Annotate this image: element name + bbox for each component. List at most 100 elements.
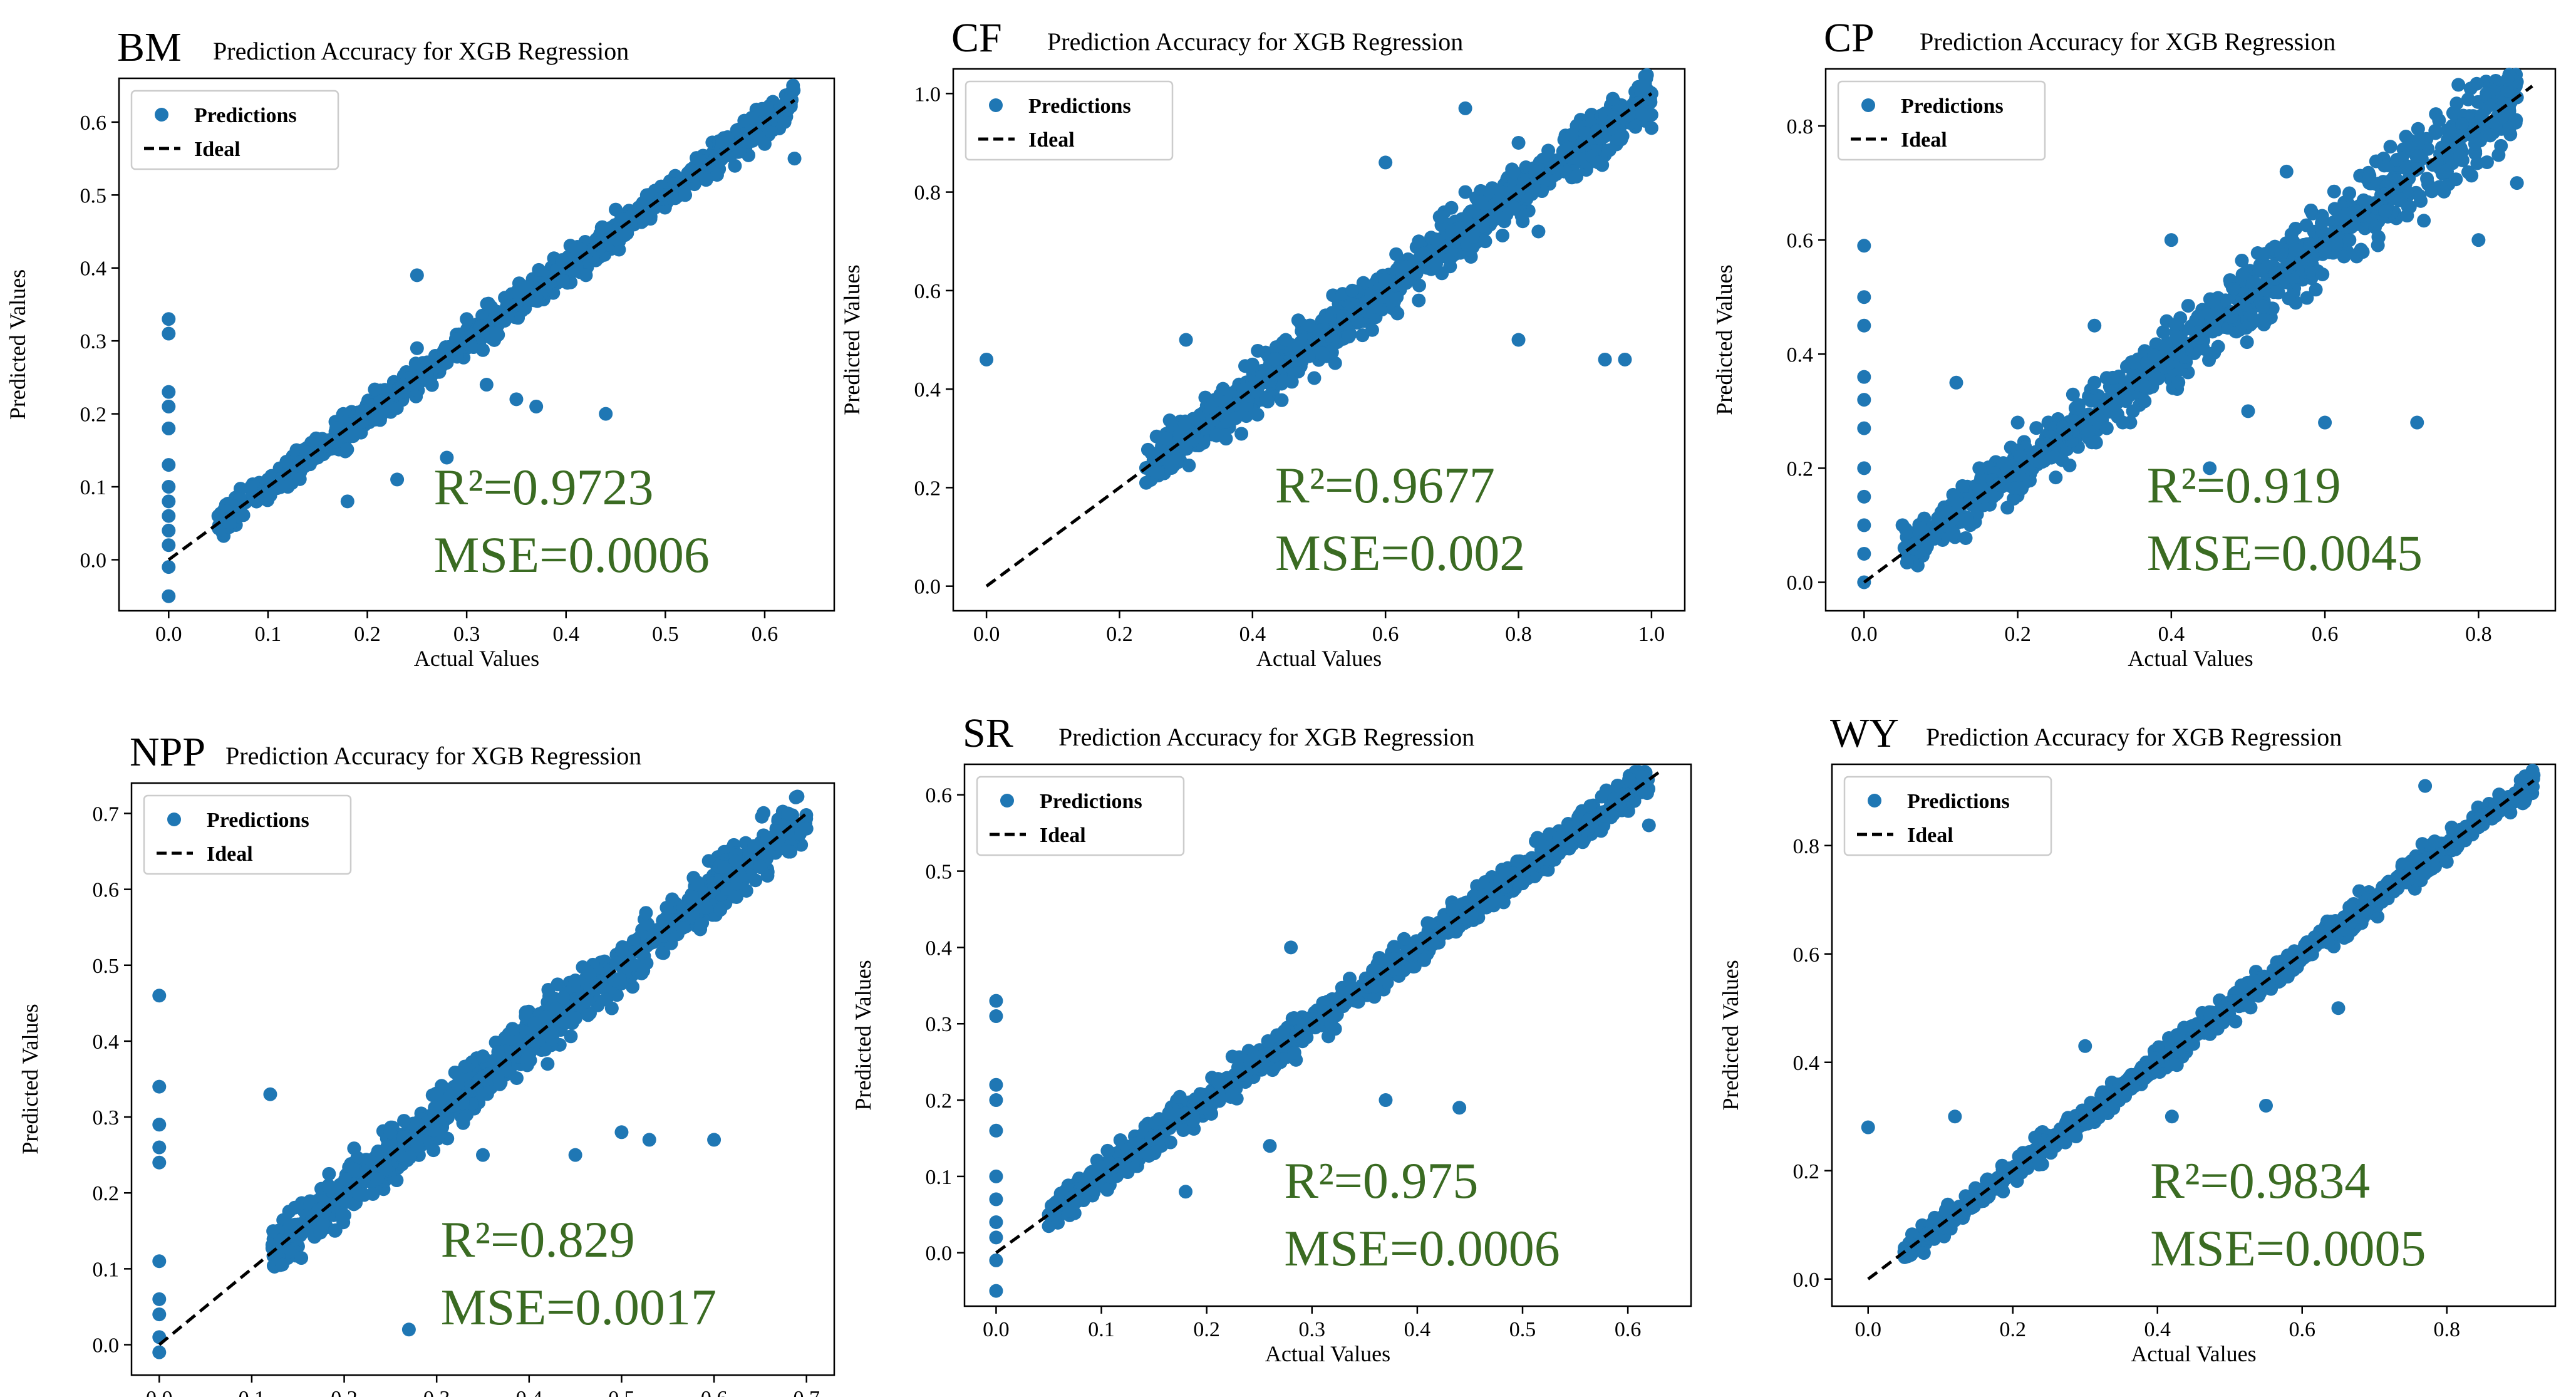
- chart-panel-npp: NPP Prediction Accuracy for XGB Regressio…: [18, 729, 835, 1397]
- data-point: [2379, 204, 2393, 219]
- data-point: [456, 1112, 470, 1126]
- data-point: [989, 1253, 1003, 1267]
- data-point: [487, 311, 502, 326]
- data-point: [539, 1010, 553, 1024]
- legend-entry-ideal: Ideal: [1901, 128, 1947, 152]
- data-point: [489, 326, 504, 341]
- data-point: [1245, 357, 1260, 371]
- x-tick-label: 0.6: [752, 623, 778, 646]
- data-point: [2461, 165, 2475, 179]
- chart-title: Prediction Accuracy for XGB Regression: [1920, 28, 2335, 56]
- data-point: [1251, 343, 1265, 358]
- data-point: [2007, 492, 2021, 506]
- data-point: [279, 455, 294, 469]
- data-point: [2432, 113, 2446, 128]
- data-point: [2362, 169, 2377, 183]
- data-point: [1618, 352, 1632, 366]
- data-point: [1927, 532, 1942, 546]
- data-point: [299, 445, 314, 460]
- panel-label: NPP: [130, 729, 205, 775]
- data-point: [292, 472, 307, 486]
- y-tick-label: 0.0: [80, 549, 107, 572]
- data-point: [642, 1133, 656, 1147]
- data-point: [410, 341, 424, 355]
- data-point: [1857, 421, 1871, 435]
- data-point: [420, 370, 434, 385]
- legend-entry-predictions: Predictions: [1040, 790, 1142, 813]
- data-point: [1857, 489, 1871, 504]
- data-point: [162, 399, 176, 413]
- data-point: [2437, 184, 2451, 199]
- data-point: [1452, 1101, 1467, 1115]
- data-point: [368, 382, 382, 397]
- data-point: [1595, 789, 1609, 804]
- data-point: [989, 994, 1003, 1008]
- data-point: [476, 1148, 490, 1162]
- data-point: [1085, 1182, 1099, 1197]
- panel-label: SR: [963, 710, 1013, 756]
- data-point: [1290, 353, 1305, 367]
- data-point: [162, 385, 176, 399]
- data-point: [745, 111, 759, 125]
- data-point: [1432, 210, 1447, 224]
- data-point: [2317, 244, 2332, 258]
- y-tick-label: 0.2: [1787, 457, 1814, 480]
- data-point: [162, 538, 176, 553]
- y-tick-label: 0.4: [80, 257, 107, 281]
- data-point: [152, 989, 167, 1003]
- data-point: [2371, 238, 2385, 252]
- data-point: [1342, 330, 1356, 344]
- data-point: [2049, 470, 2063, 485]
- data-point: [720, 881, 734, 896]
- data-point: [1947, 526, 1961, 541]
- data-point: [1572, 152, 1586, 166]
- ideal-line: [985, 92, 1653, 588]
- data-point: [532, 262, 546, 277]
- x-axis-label: Actual Values: [1265, 1341, 1390, 1366]
- legend-box: [976, 776, 1185, 856]
- mse-annotation: MSE=0.0006: [433, 526, 709, 583]
- data-point: [1958, 531, 1973, 545]
- data-point: [478, 1072, 493, 1087]
- legend-entry-predictions: Predictions: [207, 809, 309, 832]
- data-point: [2138, 379, 2152, 393]
- data-point: [1188, 1092, 1203, 1106]
- data-point: [433, 1109, 447, 1124]
- data-point: [1590, 123, 1604, 138]
- data-point: [2246, 275, 2260, 289]
- data-point: [2146, 348, 2161, 363]
- data-point: [780, 826, 795, 840]
- data-point: [989, 1009, 1003, 1024]
- data-point: [1151, 465, 1165, 479]
- panel-label: CF: [951, 15, 1002, 61]
- data-point: [989, 1093, 1003, 1108]
- data-point: [283, 1218, 297, 1232]
- data-point: [1949, 375, 1963, 390]
- x-tick-label: 0.4: [1404, 1318, 1431, 1341]
- data-point: [641, 188, 655, 202]
- x-axis-label: Actual Values: [2128, 646, 2253, 671]
- mse-annotation: MSE=0.002: [1275, 524, 1525, 581]
- data-point: [757, 137, 772, 151]
- data-point: [2455, 117, 2470, 132]
- data-point: [152, 1155, 167, 1170]
- y-tick-label: 0.2: [914, 477, 941, 500]
- data-point: [322, 1180, 336, 1195]
- data-point: [757, 806, 771, 820]
- data-point: [1179, 441, 1193, 455]
- y-tick-label: 0.0: [1787, 571, 1814, 595]
- data-point: [785, 93, 799, 107]
- y-tick-label: 0.6: [80, 112, 107, 135]
- data-point: [1583, 799, 1598, 813]
- panel-label: WY: [1830, 710, 1899, 756]
- chart-panel-bm: BM Prediction Accuracy for XGB Regression…: [5, 24, 835, 671]
- data-point: [556, 990, 571, 1005]
- data-point: [345, 1161, 360, 1176]
- legend-box: [143, 794, 352, 875]
- y-tick-label: 0.3: [926, 1013, 953, 1036]
- chart-title: Prediction Accuracy for XGB Regression: [1058, 723, 1474, 751]
- legend-box: [965, 80, 1174, 161]
- data-point: [541, 982, 556, 997]
